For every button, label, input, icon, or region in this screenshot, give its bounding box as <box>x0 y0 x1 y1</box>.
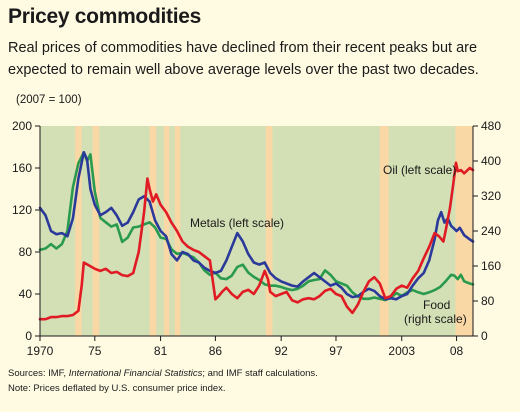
x-tick-label-2: 81 <box>154 344 168 358</box>
y-left-tick-label-0: 0 <box>25 329 32 343</box>
y-right-tick-label-4: 320 <box>481 189 501 203</box>
shaded-period-3 <box>163 126 170 336</box>
y-left-tick-label-3: 120 <box>12 203 32 217</box>
chart-subtitle: Real prices of commodities have declined… <box>8 40 479 78</box>
shaded-period-0 <box>75 126 82 336</box>
plot-area <box>40 126 473 336</box>
y-right-tick-label-6: 480 <box>481 119 501 133</box>
series-line-oil <box>38 161 475 321</box>
y-right-tick-label-5: 400 <box>481 154 501 168</box>
x-tick-label-4: 92 <box>274 344 288 358</box>
annotation-oil-1: Oil (left scale) <box>383 163 456 177</box>
annotation-food-3: (right scale) <box>404 312 467 326</box>
series-line-metals <box>38 151 475 301</box>
y-right-tick-label-1: 80 <box>481 294 495 308</box>
annotation-metals-0: Metals (left scale) <box>190 216 284 230</box>
x-tick-label-7: 08 <box>450 344 464 358</box>
x-tick-label-1: 75 <box>88 344 102 358</box>
x-tick-label-0: 1970 <box>27 344 54 358</box>
annotations: Metals (left scale) Oil (left scale) Food(… <box>190 163 467 326</box>
chart-title: Pricey commodities <box>8 5 202 28</box>
shaded-period-2 <box>149 126 157 336</box>
y-right-tick-label-3: 240 <box>481 224 501 238</box>
y-left-tick-label-5: 200 <box>12 119 32 133</box>
y-left-tick-label-1: 40 <box>19 287 33 301</box>
unit-note: (2007 = 100) <box>16 94 82 106</box>
x-tick-label-3: 86 <box>209 344 223 358</box>
y-right-tick-label-2: 160 <box>481 259 501 273</box>
sources-note: Sources: IMF, International Financial St… <box>8 368 318 379</box>
shaded-period-5 <box>265 126 273 336</box>
x-tick-label-5: 97 <box>329 344 343 358</box>
annotation-food-2: Food <box>423 298 450 312</box>
y-left-tick-label-2: 80 <box>19 245 33 259</box>
shaded-period-1 <box>92 126 100 336</box>
series-lines <box>38 151 475 321</box>
x-tick-label-6: 2003 <box>388 344 415 358</box>
y-right-tick-label-0: 0 <box>481 329 488 343</box>
shaded-period-6 <box>379 126 389 336</box>
sources-italic: International Financial Statistics <box>68 368 203 379</box>
y-left-tick-label-4: 160 <box>12 161 32 175</box>
deflator-note: Note: Prices deflated by U.S. consumer p… <box>8 383 226 394</box>
